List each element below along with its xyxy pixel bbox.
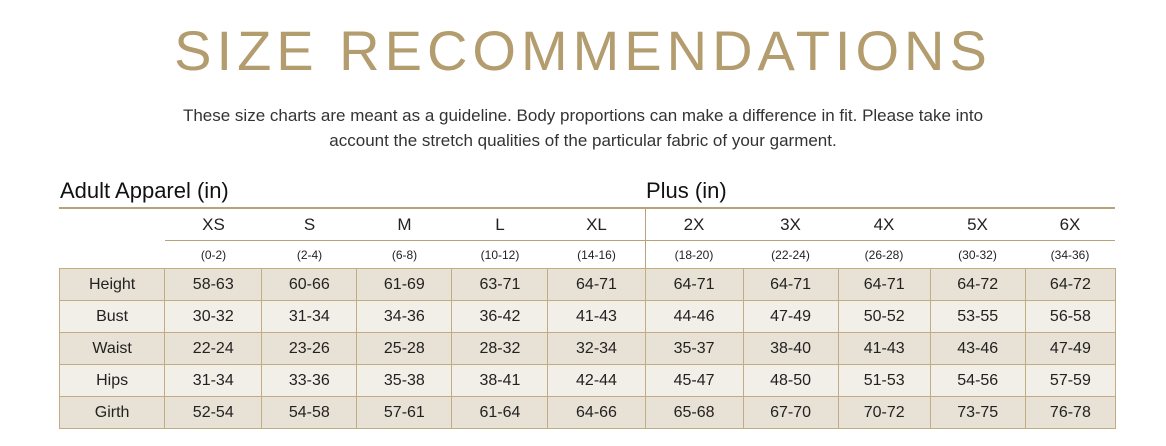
size-range: (30-32) [958, 248, 997, 262]
table-cell: 76-78 [1024, 396, 1117, 429]
table-cell: 64-66 [547, 396, 646, 429]
table-cell: 52-54 [164, 396, 263, 429]
size-label: XL [586, 215, 607, 234]
table-cell: 53-55 [929, 300, 1026, 333]
table-cell: 32-34 [547, 332, 646, 365]
table-cell: 61-64 [451, 396, 549, 429]
row-label: Girth [58, 396, 166, 429]
table-cell: 57-59 [1024, 364, 1117, 397]
table-cell: 65-68 [644, 396, 744, 429]
table-row: Hips 31-34 33-36 35-38 38-41 42-44 45-47 48-50 5… [58, 364, 1117, 397]
adult-apparel-heading: Adult Apparel (in) [60, 178, 229, 203]
table-cell: 38-40 [742, 332, 839, 365]
size-label: 4X [873, 215, 895, 234]
table-cell: 67-70 [742, 396, 839, 429]
size-range-row: (0-2) (2-4) (6-8) (10-12) (14-16) (18-20) (22-… [165, 248, 1115, 262]
divider [165, 240, 1115, 241]
size-label: S [303, 215, 316, 234]
table-row: Waist 22-24 23-26 25-28 28-32 32-34 35-37 38-40… [58, 332, 1117, 365]
table-cell: 61-69 [356, 268, 453, 301]
divider [59, 207, 1115, 209]
table-cell: 64-71 [837, 268, 931, 301]
row-label: Height [58, 268, 166, 301]
size-label: XS [202, 215, 225, 234]
size-range: (26-28) [864, 248, 904, 262]
table-cell: 34-36 [356, 300, 453, 333]
size-range: (34-36) [1050, 248, 1090, 262]
table-cell: 64-71 [644, 268, 744, 301]
table-cell: 47-49 [1024, 332, 1117, 365]
row-label: Bust [58, 300, 166, 333]
page-title: SIZE RECOMMENDATIONS [174, 19, 992, 82]
table-cell: 56-58 [1024, 300, 1117, 333]
table-cell: 38-41 [451, 364, 549, 397]
size-range: (18-20) [674, 248, 714, 262]
size-label: 5X [967, 215, 988, 234]
table-row: Height 58-63 60-66 61-69 63-71 64-71 64-71 64-7… [58, 268, 1117, 301]
row-label: Hips [58, 364, 166, 397]
table-cell: 33-36 [261, 364, 358, 397]
table-cell: 35-37 [644, 332, 744, 365]
table-cell: 64-71 [547, 268, 646, 301]
size-header-row: XS S M L XL 2X 3X 4X 5X 6X [165, 215, 1115, 235]
size-label: 3X [780, 215, 801, 234]
table-cell: 48-50 [742, 364, 839, 397]
table-cell: 28-32 [451, 332, 549, 365]
table-cell: 31-34 [261, 300, 358, 333]
divider [645, 209, 646, 268]
table-cell: 73-75 [929, 396, 1026, 429]
plus-heading: Plus (in) [646, 178, 727, 203]
table-cell: 23-26 [261, 332, 358, 365]
table-cell: 41-43 [837, 332, 931, 365]
table-cell: 47-49 [742, 300, 839, 333]
table-cell: 70-72 [837, 396, 931, 429]
table-cell: 36-42 [451, 300, 549, 333]
intro-line-2: account the stretch qualities of the par… [329, 131, 837, 150]
table-cell: 44-46 [644, 300, 744, 333]
table-row: Girth 52-54 54-58 57-61 61-64 64-66 65-68 67-70… [58, 396, 1117, 429]
size-label: L [495, 215, 505, 234]
table-cell: 57-61 [356, 396, 453, 429]
table-cell: 54-56 [929, 364, 1026, 397]
size-range: (2-4) [296, 248, 323, 262]
size-range: (10-12) [480, 248, 520, 262]
size-range: (6-8) [391, 248, 418, 262]
table-cell: 22-24 [164, 332, 263, 365]
table-cell: 64-72 [1024, 268, 1117, 301]
table-cell: 43-46 [929, 332, 1026, 365]
table-cell: 30-32 [164, 300, 263, 333]
table-cell: 54-58 [261, 396, 358, 429]
size-range: (22-24) [771, 248, 810, 262]
table-cell: 35-38 [356, 364, 453, 397]
table-cell: 63-71 [451, 268, 549, 301]
table-cell: 25-28 [356, 332, 453, 365]
size-label: 6X [1059, 215, 1081, 234]
table-cell: 31-34 [164, 364, 263, 397]
size-label: 2X [683, 215, 705, 234]
table-cell: 64-71 [742, 268, 839, 301]
table-cell: 60-66 [261, 268, 358, 301]
size-range: (14-16) [577, 248, 616, 262]
table-cell: 58-63 [164, 268, 263, 301]
size-range: (0-2) [200, 248, 227, 262]
table-cell: 51-53 [837, 364, 931, 397]
table-cell: 50-52 [837, 300, 931, 333]
table-cell: 42-44 [547, 364, 646, 397]
size-table: Height 58-63 60-66 61-69 63-71 64-71 64-71 64-7… [58, 268, 1117, 429]
table-cell: 64-72 [929, 268, 1026, 301]
table-cell: 45-47 [644, 364, 744, 397]
table-cell: 41-43 [547, 300, 646, 333]
intro-text: These size charts are meant as a guideli… [0, 103, 1166, 153]
intro-line-1: These size charts are meant as a guideli… [182, 106, 984, 125]
table-row: Bust 30-32 31-34 34-36 36-42 41-43 44-46 47-49 5… [58, 300, 1117, 333]
row-label: Waist [58, 332, 166, 365]
size-label: M [397, 215, 412, 234]
